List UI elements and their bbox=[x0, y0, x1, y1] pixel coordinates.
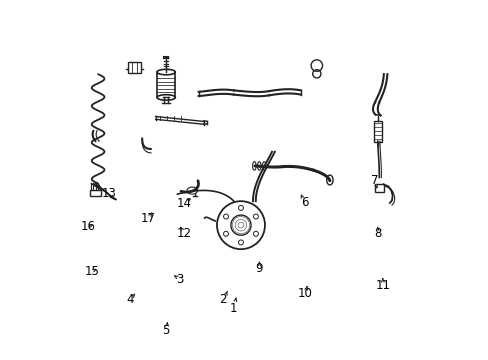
Bar bbox=[374, 184, 383, 192]
Text: 10: 10 bbox=[297, 287, 312, 300]
Text: 17: 17 bbox=[141, 212, 156, 225]
Text: 9: 9 bbox=[255, 262, 263, 275]
Text: 2: 2 bbox=[219, 293, 226, 306]
Text: 12: 12 bbox=[177, 227, 192, 240]
Text: 14: 14 bbox=[176, 198, 191, 211]
Text: 4: 4 bbox=[126, 293, 133, 306]
Text: 3: 3 bbox=[176, 273, 183, 286]
Text: 8: 8 bbox=[373, 227, 381, 240]
Text: 1: 1 bbox=[230, 302, 237, 315]
Text: 13: 13 bbox=[101, 187, 116, 200]
Text: 15: 15 bbox=[84, 265, 100, 278]
Text: 11: 11 bbox=[374, 279, 389, 292]
Bar bbox=[90, 189, 101, 196]
Text: 5: 5 bbox=[162, 324, 169, 337]
Text: 16: 16 bbox=[81, 220, 96, 233]
Bar bbox=[373, 121, 381, 141]
Bar bbox=[128, 62, 141, 73]
Text: 7: 7 bbox=[370, 174, 378, 186]
Text: 6: 6 bbox=[300, 197, 307, 210]
